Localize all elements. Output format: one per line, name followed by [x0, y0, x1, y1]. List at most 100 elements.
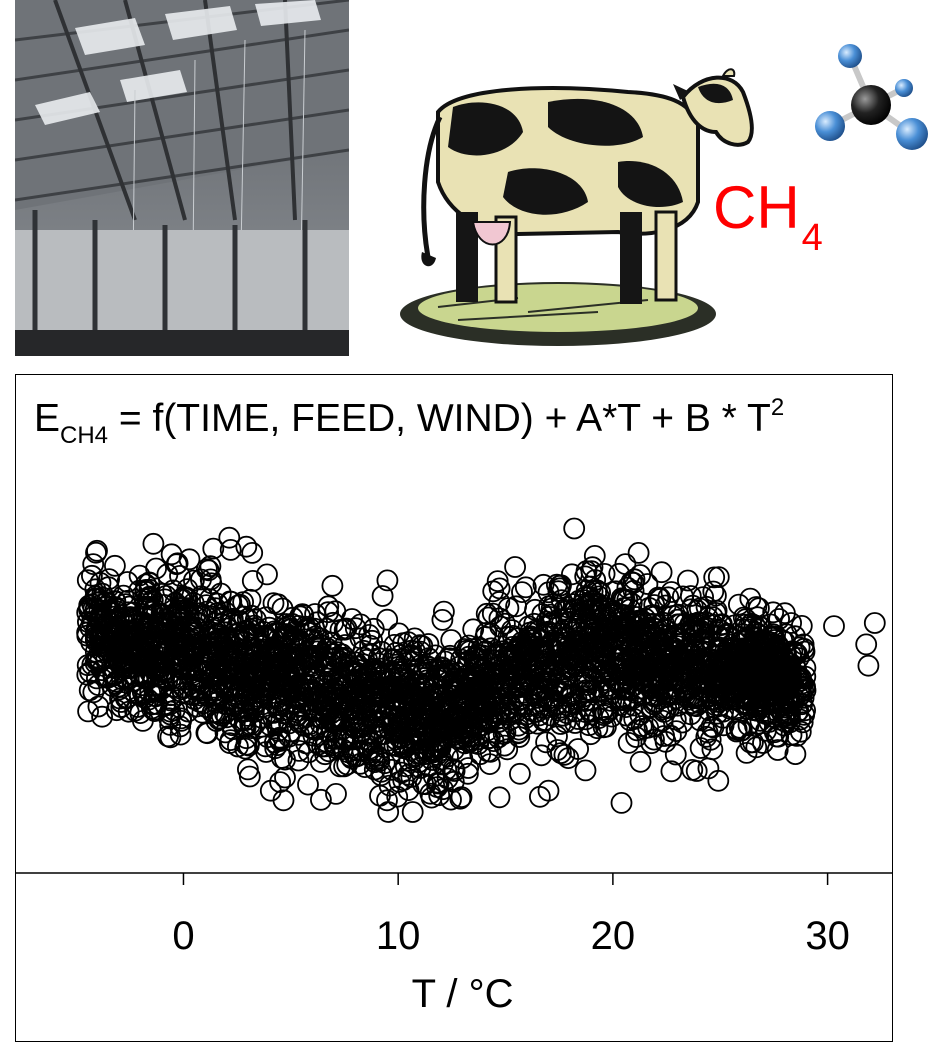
scatter-point	[470, 708, 493, 731]
scatter-point	[256, 563, 278, 586]
scatter-point	[356, 648, 379, 671]
scatter-point	[325, 709, 348, 732]
scatter-point	[706, 702, 728, 725]
scatter-point	[300, 648, 323, 671]
scatter-point	[733, 669, 756, 691]
equation-rhs: = f(TIME, FEED, WIND) + A*T + B * T	[108, 397, 771, 440]
scatter-point	[564, 712, 586, 734]
scatter-point	[166, 644, 189, 667]
scatter-point	[563, 517, 586, 540]
scatter-point	[739, 587, 762, 610]
scatter-point	[505, 640, 528, 663]
scatter-point	[669, 659, 691, 682]
scatter-point	[414, 773, 437, 796]
scatter-point	[517, 712, 540, 735]
scatter-point	[141, 600, 164, 623]
scatter-point	[292, 683, 315, 705]
scatter-point	[480, 622, 502, 645]
scatter-point	[274, 684, 297, 707]
ch4-subscript: 4	[801, 217, 823, 259]
scatter-point	[81, 653, 104, 676]
scatter-point	[214, 721, 237, 744]
scatter-point	[313, 655, 335, 678]
scatter-point	[488, 786, 511, 809]
scatter-point	[504, 556, 527, 578]
scatter-point	[537, 581, 560, 604]
scatter-point	[287, 749, 310, 772]
scatter-point	[600, 705, 623, 728]
scatter-point	[742, 699, 764, 722]
scatter-point	[655, 697, 678, 720]
scatter-point	[169, 564, 191, 587]
scatter-point	[708, 675, 731, 698]
scatter-point	[766, 739, 789, 761]
scatter-point	[159, 726, 182, 749]
scatter-point	[737, 693, 759, 716]
scatter-point	[559, 610, 582, 633]
scatter-point	[660, 760, 683, 783]
scatter-point	[360, 732, 383, 755]
scatter-point	[274, 766, 296, 789]
scatter-point	[776, 691, 798, 714]
scatter-point	[135, 642, 158, 665]
scatter-point	[401, 720, 424, 743]
scatter-point	[660, 724, 682, 747]
scatter-point	[142, 618, 165, 641]
molecule-drawing	[815, 44, 928, 150]
scatter-point	[692, 586, 714, 609]
scatter-point	[616, 576, 639, 599]
scatter-point	[550, 574, 572, 597]
scatter-point	[346, 745, 369, 767]
scatter-point	[509, 635, 532, 658]
scatter-point	[318, 699, 341, 722]
scatter-point	[182, 592, 205, 615]
scatter-point	[506, 674, 529, 697]
scatter-point	[221, 647, 244, 670]
scatter-point	[649, 588, 671, 610]
scatter-point	[421, 749, 444, 771]
scatter-point	[145, 557, 168, 580]
scatter-point	[159, 703, 182, 726]
scatter-point	[189, 658, 211, 681]
scatter-point	[553, 743, 576, 766]
scatter-point	[627, 541, 650, 564]
scatter-point	[145, 685, 167, 708]
scatter-point	[170, 709, 193, 732]
scatter-point	[611, 644, 634, 667]
scatter-point	[765, 725, 788, 748]
scatter-point	[645, 652, 668, 675]
scatter-point	[81, 564, 103, 587]
scatter-point	[609, 614, 632, 637]
scatter-point	[587, 639, 609, 662]
scatter-point	[132, 709, 154, 732]
scatter-point	[190, 568, 212, 591]
scatter-point	[209, 630, 232, 653]
ch4-label: CH4	[713, 178, 823, 258]
scatter-point	[397, 684, 420, 707]
scatter-point	[492, 674, 515, 697]
scatter-point	[584, 620, 607, 643]
scatter-point	[220, 590, 243, 613]
scatter-point	[742, 731, 764, 754]
scatter-point	[519, 633, 541, 656]
scatter-point	[457, 667, 480, 690]
scatter-point	[550, 742, 572, 765]
scatter-point	[89, 572, 112, 594]
scatter-point	[462, 618, 485, 641]
scatter-point	[357, 741, 380, 764]
scatter-point	[235, 733, 258, 756]
x-tick-label: 10	[376, 914, 421, 958]
scatter-point	[496, 738, 519, 761]
scatter-point	[376, 569, 399, 592]
equation-lhs-main: E	[34, 397, 61, 440]
scatter-point	[404, 723, 426, 745]
chart-panel: ECH4 = f(TIME, FEED, WIND) + A*T + B * T…	[15, 374, 893, 1042]
scatter-point	[638, 596, 660, 619]
scatter-point	[235, 535, 258, 558]
scatter-point	[286, 704, 309, 727]
scatter-point	[320, 631, 343, 654]
scatter-point	[702, 580, 725, 603]
scatter-point	[218, 526, 241, 549]
scatter-point	[367, 652, 390, 675]
scatter-point	[692, 670, 715, 693]
